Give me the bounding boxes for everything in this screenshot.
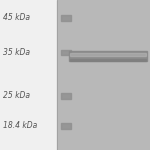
Text: 18.4 kDa: 18.4 kDa xyxy=(3,122,37,130)
Bar xyxy=(61,15,71,21)
Text: 45 kDa: 45 kDa xyxy=(3,14,30,22)
Bar xyxy=(61,93,71,99)
Bar xyxy=(61,123,71,129)
Bar xyxy=(69,51,147,61)
Bar xyxy=(57,0,150,150)
Bar xyxy=(70,53,146,56)
Bar xyxy=(61,50,71,55)
Bar xyxy=(70,59,146,61)
Text: 35 kDa: 35 kDa xyxy=(3,48,30,57)
Text: 25 kDa: 25 kDa xyxy=(3,92,30,100)
Bar xyxy=(0,0,57,150)
